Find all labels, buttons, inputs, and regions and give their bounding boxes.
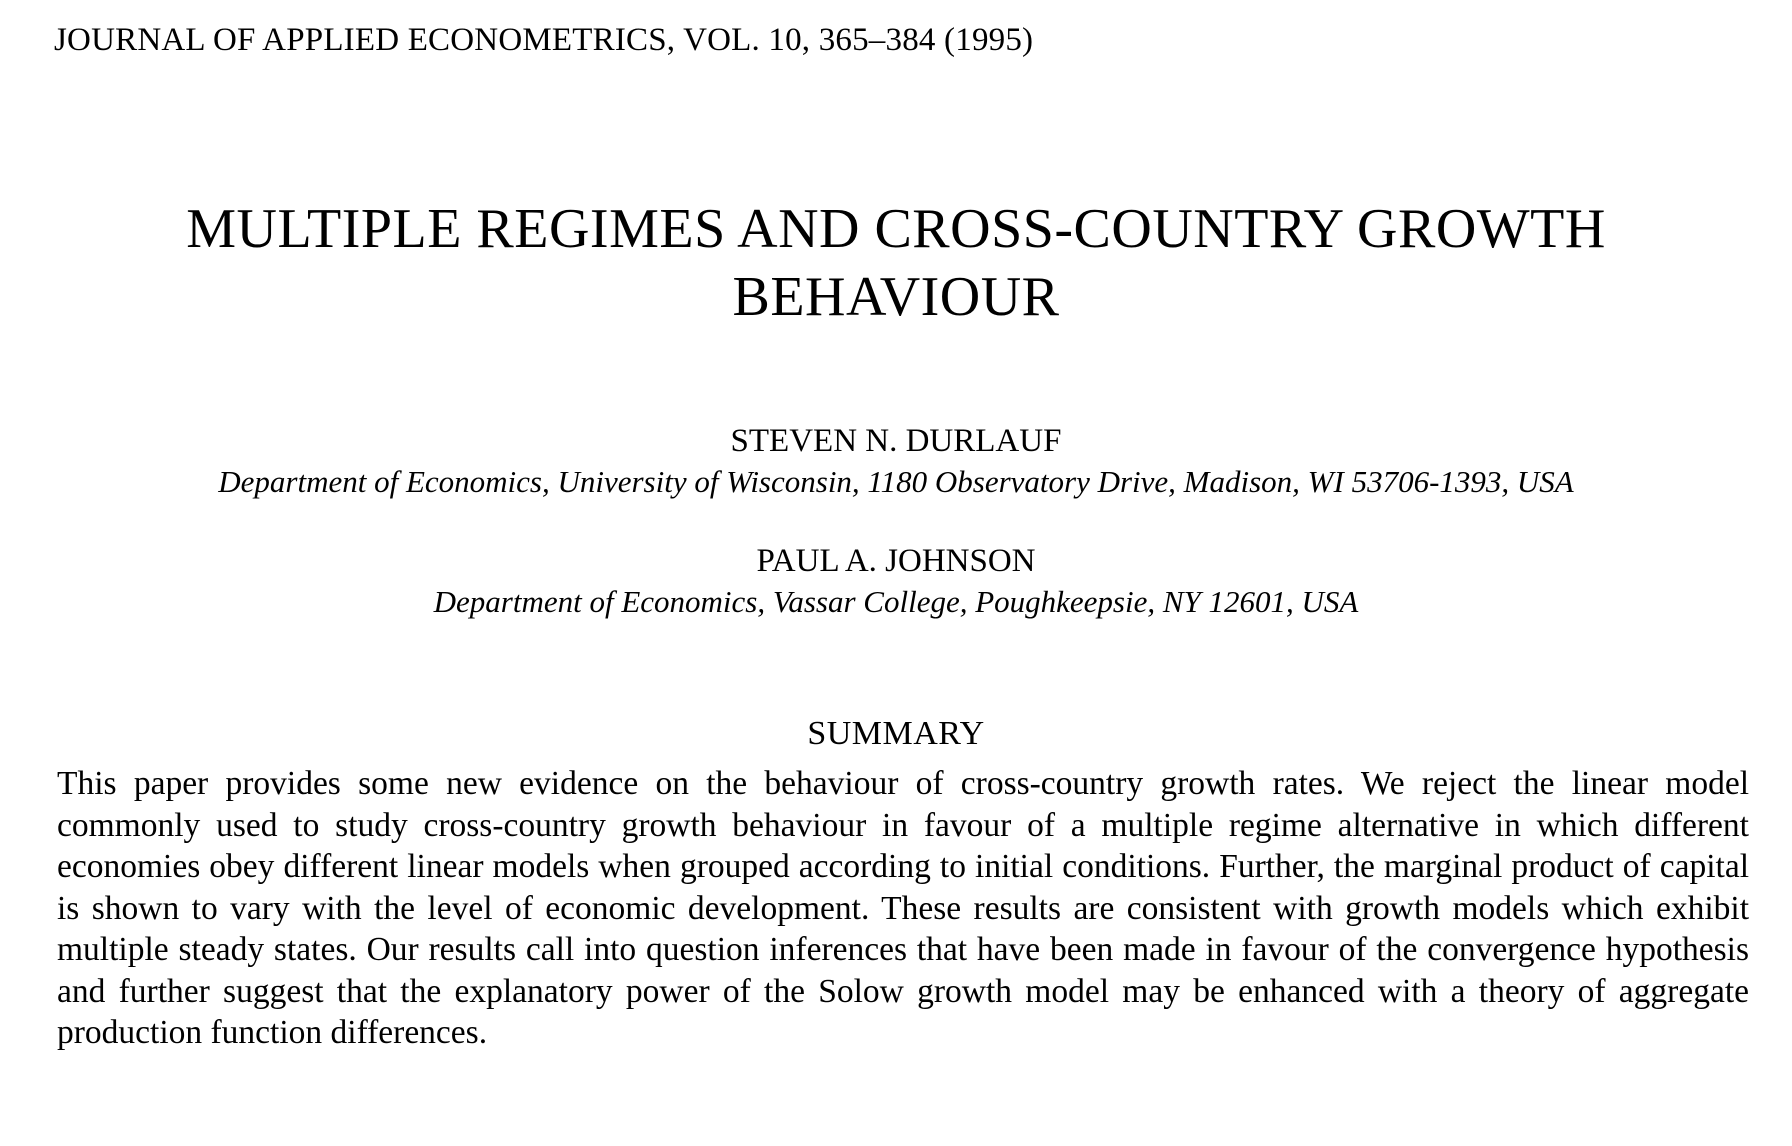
summary-text: This paper provides some new evidence on… bbox=[57, 765, 1749, 1051]
paper-title-line-1: MULTIPLE REGIMES AND CROSS-COUNTRY GROWT… bbox=[186, 198, 1606, 260]
paper-title: MULTIPLE REGIMES AND CROSS-COUNTRY GROWT… bbox=[0, 195, 1792, 331]
paper-title-line-2: BEHAVIOUR bbox=[732, 266, 1060, 328]
author-affiliation-2: Department of Economics, Vassar College,… bbox=[433, 584, 1359, 619]
author-name-1: STEVEN N. DURLAUF bbox=[730, 423, 1062, 459]
author-affiliation-1: Department of Economics, University of W… bbox=[218, 464, 1574, 499]
summary-heading: SUMMARY bbox=[807, 715, 985, 752]
author-block-2: PAUL A. JOHNSON Department of Economics,… bbox=[0, 540, 1792, 622]
journal-header: JOURNAL OF APPLIED ECONOMETRICS, VOL. 10… bbox=[54, 22, 1034, 58]
author-name-2: PAUL A. JOHNSON bbox=[756, 543, 1036, 579]
author-block-1: STEVEN N. DURLAUF Department of Economic… bbox=[0, 420, 1792, 502]
